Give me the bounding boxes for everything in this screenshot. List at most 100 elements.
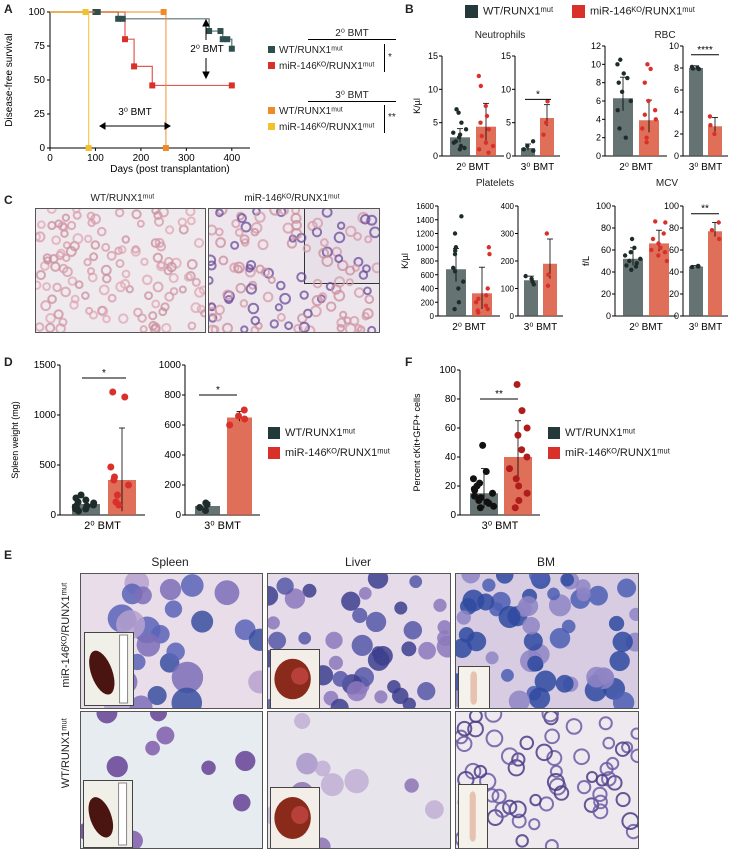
cell [36,280,42,290]
legend-f-wt: WT/RUNX1ᵐᵘᵗ [548,427,635,440]
cell [299,290,309,300]
panel-label-f: F [405,355,413,369]
panel-label-a: A [4,2,13,16]
cell [114,209,125,218]
cell [576,779,592,795]
row-title-wt: WT/RUNX1ᵐᵘᵗ [60,717,72,789]
cell [239,234,250,245]
cell [538,796,555,812]
cell [161,322,172,332]
cell [166,261,177,273]
cell [244,266,256,278]
data-point [461,279,466,284]
cell [339,310,348,319]
cell [500,747,519,766]
cell [69,300,79,310]
legend-label: miR-146ᴷᴼ/RUNX1ᵐᵘᵗ [590,5,696,18]
cell [369,226,379,239]
cell [214,580,240,606]
y-tick-label: 1500 [34,360,57,371]
cell [461,574,481,584]
data-point [459,214,464,219]
data-point [511,504,519,512]
cell [332,670,349,687]
data-point [525,143,530,149]
cell [549,627,571,649]
cell [367,649,390,671]
data-point [634,261,639,266]
data-point [112,498,120,506]
cell [55,323,66,332]
y-tick-label: 60 [669,245,679,255]
cell [302,583,317,598]
cell [150,238,161,248]
cell [60,286,71,298]
sig-2bmt: * [388,52,392,63]
cell [45,312,56,324]
cell [468,712,483,723]
neut-2bmt: 0 5 10 15 2⁰ BMT K/µl [412,51,504,173]
cell [268,631,287,650]
cell [597,668,614,685]
legend-label: miR-146ᴷᴼ/RUNX1ᵐᵘᵗ [279,122,375,133]
swatch-wt2 [268,46,275,53]
ruler [118,782,128,846]
cell [87,218,96,228]
data-point [523,453,531,461]
col-title-liver: Liver [344,555,371,569]
panel-label-d: D [4,355,13,369]
data-point [202,499,210,507]
data-point [72,494,80,502]
x-tick-label: 3⁰ BMT [689,162,722,173]
ckit-plot: 0 20 40 60 80 100 3⁰ BMT ** Percent cKit+GFP+ ce… [412,365,540,532]
data-point [661,231,666,236]
bar [540,118,554,156]
legend-label: miR-146ᴷᴼ/RUNX1ᵐᵘᵗ [285,447,391,459]
cell [362,264,371,273]
cell [234,228,244,237]
y-tick-label: 0 [39,143,45,154]
cell [312,278,323,289]
cell [106,250,117,261]
data-point [513,381,521,388]
cell [358,586,372,600]
y-tick-label: 20 [601,289,611,299]
cell [43,256,52,265]
y-tick-label: 10 [428,84,438,94]
x-tick-label: 3⁰ BMT [524,322,557,333]
bar [521,148,535,156]
legend-item-wt3: WT/RUNX1ᵐᵘᵗ [268,106,343,117]
cell [592,786,608,802]
cell [47,294,57,304]
cell [42,282,52,292]
swatch-wt [268,427,280,440]
data-point [708,123,713,128]
cell [547,587,560,601]
cell [240,221,252,233]
cell [268,585,279,606]
plt-2bmt: 0 200 400 600 800 1000 1200 1400 1600 2⁰ BMT K/µl [400,202,500,333]
cell [89,252,99,262]
cell [178,285,187,294]
cell [200,309,205,318]
cell [477,593,495,611]
data-point [456,300,462,305]
data-point [451,130,456,135]
censor-mark [160,9,167,15]
cell [236,211,245,221]
cell [152,281,164,293]
cell [164,256,174,267]
cell [534,670,557,693]
cell [102,273,112,284]
cell [529,793,542,807]
cell [275,209,287,218]
cell [544,728,560,745]
data-point [650,236,656,242]
data-point [471,492,479,500]
y-tick-label: 60 [601,245,611,255]
cell [286,238,298,249]
cell [52,282,62,293]
censor-mark [224,36,231,43]
y-tick-label: 400 [164,450,181,461]
cell [129,695,153,708]
